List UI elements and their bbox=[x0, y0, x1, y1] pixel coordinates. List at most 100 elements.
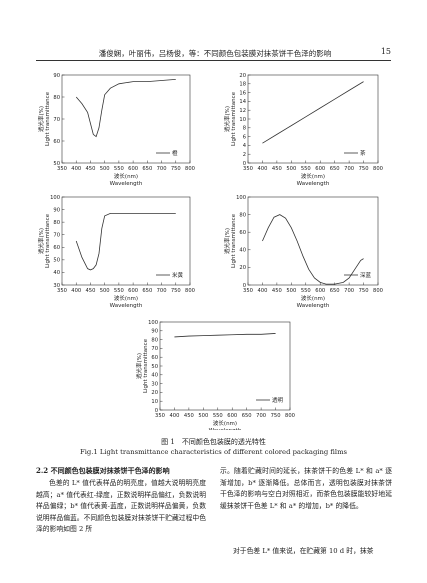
plot-frame bbox=[247, 74, 379, 164]
x-tick-label: 450 bbox=[85, 288, 95, 294]
x-tick-label: 600 bbox=[128, 288, 138, 294]
y-tick-label: 60 bbox=[53, 245, 60, 251]
x-tick-label: 700 bbox=[157, 288, 167, 294]
y-tick-label: 80 bbox=[53, 220, 60, 226]
y-tick-label: 0 bbox=[155, 408, 158, 414]
x-tick-label: 550 bbox=[114, 166, 124, 172]
y-tick-label: 10 bbox=[239, 117, 246, 123]
x-tick-label: 400 bbox=[71, 166, 81, 172]
x-tick-label: 450 bbox=[184, 413, 194, 419]
y-axis-label-en: Light transmittance bbox=[231, 91, 237, 146]
x-tick-label: 350 bbox=[155, 413, 165, 419]
x-tick-label: 550 bbox=[301, 166, 311, 172]
y-tick-label: 30 bbox=[151, 381, 158, 387]
y-tick-label: 100 bbox=[148, 320, 158, 326]
y-tick-label: 20 bbox=[239, 265, 246, 271]
x-axis-label: 波长(nm) bbox=[114, 172, 138, 180]
plot-frame bbox=[61, 196, 191, 286]
x-tick-label: 700 bbox=[157, 166, 167, 172]
x-tick-label: 700 bbox=[344, 288, 354, 294]
y-tick-label: 20 bbox=[239, 73, 246, 79]
x-tick-label: 450 bbox=[272, 166, 282, 172]
legend-label: 橙 bbox=[172, 149, 178, 157]
y-tick-label: 80 bbox=[151, 337, 158, 343]
y-tick-label: 6 bbox=[243, 134, 246, 140]
y-tick-label: 10 bbox=[151, 399, 158, 405]
x-axis-label-en: Wavelength bbox=[297, 303, 330, 309]
x-tick-label: 500 bbox=[286, 288, 296, 294]
y-axis-label: 透光率(%) bbox=[37, 228, 45, 254]
y-tick-label: 90 bbox=[53, 207, 60, 213]
x-tick-label: 650 bbox=[330, 288, 340, 294]
x-tick-label: 550 bbox=[114, 288, 124, 294]
y-tick-label: 20 bbox=[151, 390, 158, 396]
y-axis-label-en: Light transmittance bbox=[231, 213, 237, 268]
y-tick-label: 50 bbox=[53, 258, 60, 264]
data-line bbox=[174, 333, 276, 338]
x-tick-label: 500 bbox=[198, 413, 208, 419]
x-axis-label: 波长(nm) bbox=[301, 172, 325, 180]
y-tick-label: 14 bbox=[239, 99, 246, 105]
y-tick-label: 100 bbox=[236, 195, 246, 201]
y-tick-label: 70 bbox=[53, 233, 60, 239]
x-tick-label: 350 bbox=[57, 288, 67, 294]
y-tick-label: 0 bbox=[243, 161, 246, 167]
legend-label: 茶 bbox=[360, 149, 366, 157]
y-tick-label: 40 bbox=[151, 373, 158, 379]
x-tick-label: 650 bbox=[142, 166, 152, 172]
x-tick-label: 550 bbox=[213, 413, 223, 419]
y-axis-label-en: Light transmittance bbox=[143, 338, 149, 393]
x-axis-label-en: Wavelength bbox=[110, 303, 143, 309]
y-tick-label: 60 bbox=[53, 139, 60, 145]
x-tick-label: 650 bbox=[242, 413, 252, 419]
x-tick-label: 700 bbox=[256, 413, 266, 419]
x-tick-label: 800 bbox=[373, 288, 383, 294]
y-tick-label: 4 bbox=[243, 143, 247, 149]
x-tick-label: 400 bbox=[169, 413, 179, 419]
x-tick-label: 800 bbox=[285, 413, 295, 419]
paragraph: 对于色差 L* 值来说，在贮藏第 10 d 时，抹茶 bbox=[233, 547, 374, 555]
y-axis-label: 透光率(%) bbox=[37, 106, 45, 132]
y-tick-label: 90 bbox=[151, 329, 158, 335]
x-tick-label: 600 bbox=[128, 166, 138, 172]
legend-label: 米黄 bbox=[172, 271, 184, 279]
x-axis-label: 波长(nm) bbox=[213, 419, 237, 427]
y-tick-label: 70 bbox=[53, 117, 60, 123]
y-tick-label: 100 bbox=[50, 195, 60, 201]
x-tick-label: 600 bbox=[315, 166, 325, 172]
x-tick-label: 750 bbox=[271, 413, 281, 419]
x-axis-label-en: Wavelength bbox=[209, 428, 242, 430]
running-title: 潘俊娴，叶丽伟，吕杨俊，等：不同颜色包装膜对抹茶饼干色泽的影响 bbox=[98, 49, 332, 58]
legend-label: 深蓝 bbox=[360, 271, 372, 279]
y-axis-label: 透光率(%) bbox=[135, 353, 143, 379]
x-tick-label: 800 bbox=[185, 166, 195, 172]
x-tick-label: 500 bbox=[100, 166, 110, 172]
x-tick-label: 400 bbox=[257, 166, 267, 172]
y-tick-label: 60 bbox=[239, 230, 246, 236]
y-tick-label: 40 bbox=[53, 270, 60, 276]
section-heading: 2.2 不同颜色包装膜对抹茶饼干色泽的影响 bbox=[36, 466, 170, 475]
x-tick-label: 600 bbox=[227, 413, 237, 419]
x-tick-label: 350 bbox=[243, 288, 253, 294]
x-tick-label: 550 bbox=[301, 288, 311, 294]
x-tick-label: 500 bbox=[286, 166, 296, 172]
y-tick-label: 2 bbox=[243, 152, 246, 158]
x-tick-label: 350 bbox=[243, 166, 253, 172]
x-axis-label: 波长(nm) bbox=[301, 294, 325, 302]
data-line bbox=[75, 79, 176, 138]
x-tick-label: 450 bbox=[85, 166, 95, 172]
x-tick-label: 600 bbox=[315, 288, 325, 294]
x-tick-label: 750 bbox=[359, 166, 369, 172]
x-tick-label: 650 bbox=[330, 166, 340, 172]
y-tick-label: 8 bbox=[243, 126, 246, 132]
x-axis-label: 波长(nm) bbox=[114, 294, 138, 302]
paragraph: 示。随着贮藏时间的延长，抹茶饼干的色差 L* 和 a* 逐渐增加，b* 逐渐降低… bbox=[220, 467, 392, 510]
caption-zh: 图 1 不同颜色包装膜的透光特性 bbox=[161, 438, 266, 446]
x-tick-label: 650 bbox=[142, 288, 152, 294]
y-tick-label: 80 bbox=[239, 212, 246, 218]
y-axis-label: 透光率(%) bbox=[223, 228, 231, 254]
data-line bbox=[262, 81, 364, 144]
plot-frame bbox=[61, 74, 191, 164]
x-tick-label: 800 bbox=[373, 166, 383, 172]
